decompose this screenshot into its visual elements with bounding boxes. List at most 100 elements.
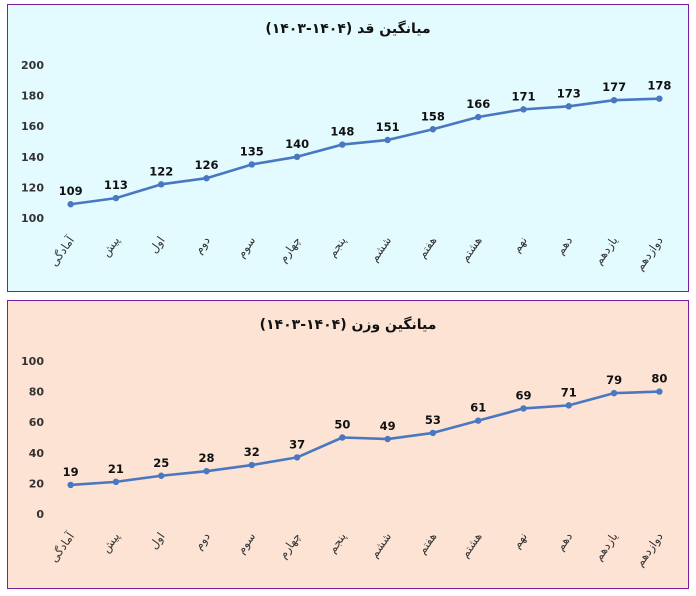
height-data-point — [293, 153, 301, 160]
height-ytick-label: 180 — [21, 90, 44, 103]
height-data-point — [565, 103, 572, 110]
weight-data-point — [203, 467, 210, 475]
weight-category-label: یازدهم — [591, 530, 621, 564]
height-category-label: اول — [146, 234, 168, 257]
weight-category-label: نهم — [509, 530, 530, 551]
weight-data-label: 71 — [561, 385, 577, 399]
height-data-label: 122 — [149, 164, 173, 178]
height-data-label: 178 — [647, 79, 671, 93]
height-data-point — [384, 136, 391, 144]
weight-data-point — [656, 388, 663, 395]
weight-data-label: 32 — [244, 445, 260, 459]
weight-chart-plot: 0 20 40 60 80 100 19 21 25 28 32 37 50 49 53 61 69 71 79 80… — [21, 355, 667, 570]
weight-category-label: پنجم — [325, 530, 349, 556]
height-data-label: 171 — [511, 89, 535, 103]
weight-data-point — [565, 402, 572, 409]
weight-category-label: اول — [146, 530, 168, 553]
height-category-label: هشتم — [457, 234, 484, 265]
weight-data-label: 19 — [63, 465, 79, 479]
height-data-point — [429, 126, 437, 133]
height-ytick-label: 140 — [21, 151, 44, 164]
height-category-label: نهم — [509, 234, 530, 255]
height-category-label: پنجم — [325, 234, 349, 260]
height-category-label: ششم — [367, 234, 394, 265]
height-data-point — [203, 175, 210, 182]
height-data-point — [475, 113, 482, 121]
weight-data-point — [520, 405, 527, 412]
weight-data-point — [112, 478, 120, 486]
weight-data-label: 28 — [198, 451, 214, 465]
weight-category-label: دهم — [553, 530, 575, 553]
height-data-label: 135 — [240, 144, 264, 158]
weight-data-label: 50 — [334, 418, 350, 432]
weight-category-label: هفتم — [415, 530, 440, 557]
weight-chart-title: میانگین وزن (۱۴۰۴-۱۴۰۳) — [259, 317, 437, 333]
height-data-point — [610, 96, 618, 104]
height-category-label: آمادگی — [47, 233, 78, 269]
height-data-point — [656, 95, 663, 102]
height-ytick-label: 100 — [21, 212, 44, 225]
height-data-label: 173 — [557, 86, 581, 100]
height-category-label: دهم — [553, 234, 575, 257]
weight-data-label: 61 — [470, 401, 486, 415]
weight-ytick-label: 100 — [21, 355, 44, 368]
weight-category-label: ششم — [367, 530, 394, 561]
height-category-label: دوازدهم — [632, 234, 666, 274]
height-chart-plot: 100 120 140 160 180 200 109 113 122 126 135 140 148 1… — [21, 59, 671, 274]
height-data-point — [158, 181, 165, 188]
weight-data-point — [475, 417, 482, 424]
height-data-point — [67, 201, 74, 208]
height-data-label: 177 — [602, 80, 626, 94]
weight-category-label: چهارم — [276, 530, 305, 562]
height-data-label: 109 — [59, 184, 83, 198]
height-data-label: 148 — [330, 125, 354, 139]
height-chart-panel: میانگین قد (۱۴۰۴-۱۴۰۳) 100 120 140 160 180 20… — [7, 4, 689, 292]
height-data-point — [248, 161, 255, 168]
weight-data-label: 79 — [606, 373, 622, 387]
height-data-point — [520, 106, 527, 113]
weight-ytick-label: 0 — [36, 508, 44, 521]
height-category-label: سوم — [234, 234, 259, 261]
height-data-point — [112, 194, 120, 202]
height-data-label: 113 — [104, 178, 128, 192]
height-chart-title: میانگین قد (۱۴۰۴-۱۴۰۳) — [265, 21, 431, 37]
weight-data-label: 21 — [108, 462, 124, 476]
weight-data-point — [384, 435, 391, 443]
weight-chart-panel: میانگین وزن (۱۴۰۴-۱۴۰۳) 0 20 40 60 80 100 19 21… — [7, 300, 689, 589]
height-ytick-label: 120 — [21, 181, 44, 194]
height-ytick-label: 200 — [21, 59, 44, 72]
height-data-point — [339, 141, 346, 148]
height-data-label: 151 — [376, 120, 400, 134]
height-ytick-label: 160 — [21, 120, 44, 133]
weight-category-label: هشتم — [457, 530, 484, 561]
weight-series-line — [70, 390, 660, 487]
height-category-label: پیش — [99, 234, 124, 260]
weight-data-label: 25 — [153, 456, 169, 470]
weight-category-label: دوم — [191, 530, 213, 553]
weight-ytick-label: 60 — [29, 416, 45, 429]
weight-ytick-label: 20 — [29, 477, 45, 490]
weight-data-label: 53 — [425, 413, 441, 427]
height-data-label: 166 — [466, 97, 490, 111]
weight-data-point — [293, 454, 301, 461]
weight-data-point — [248, 461, 255, 469]
weight-ytick-label: 80 — [29, 386, 45, 399]
weight-data-point — [339, 434, 346, 441]
weight-data-label: 37 — [289, 437, 305, 451]
height-series-line — [70, 97, 660, 206]
weight-category-label: دوازدهم — [632, 530, 666, 570]
weight-category-label: پیش — [99, 530, 124, 556]
height-category-label: چهارم — [276, 234, 305, 266]
weight-data-point — [158, 472, 165, 479]
height-category-label: دوم — [191, 234, 213, 257]
weight-data-label: 49 — [380, 419, 396, 433]
weight-data-label: 69 — [515, 388, 531, 402]
height-data-label: 126 — [194, 158, 218, 172]
weight-category-label: سوم — [234, 530, 259, 557]
height-data-label: 158 — [421, 109, 445, 123]
height-category-label: هفتم — [415, 234, 440, 261]
weight-category-label: آمادگی — [47, 529, 78, 565]
weight-data-point — [610, 389, 618, 397]
weight-data-label: 80 — [651, 372, 667, 386]
weight-data-point — [429, 429, 437, 437]
